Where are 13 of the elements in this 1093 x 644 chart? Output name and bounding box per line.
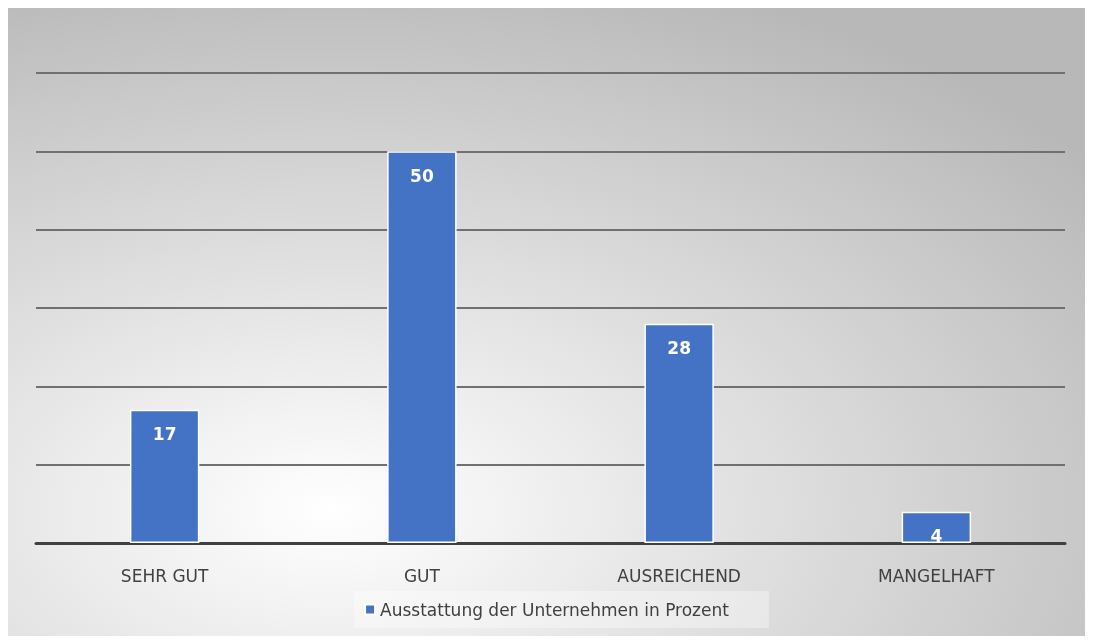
legend-label: Ausstattung der Unternehmen in Prozent <box>380 599 730 620</box>
bar <box>901 511 972 543</box>
x-tick-label: AUSREICHEND <box>617 565 741 586</box>
data-label: 4 <box>930 526 943 547</box>
bar <box>129 409 200 543</box>
x-tick-label: SEHR GUT <box>120 565 209 586</box>
data-label: 17 <box>152 424 177 445</box>
x-tick-label: GUT <box>403 565 441 586</box>
bar <box>644 323 714 543</box>
data-label: 28 <box>667 338 691 359</box>
x-tick-label: MANGELHAFT <box>878 565 996 586</box>
data-label: 50 <box>410 165 434 186</box>
bar <box>387 151 457 543</box>
